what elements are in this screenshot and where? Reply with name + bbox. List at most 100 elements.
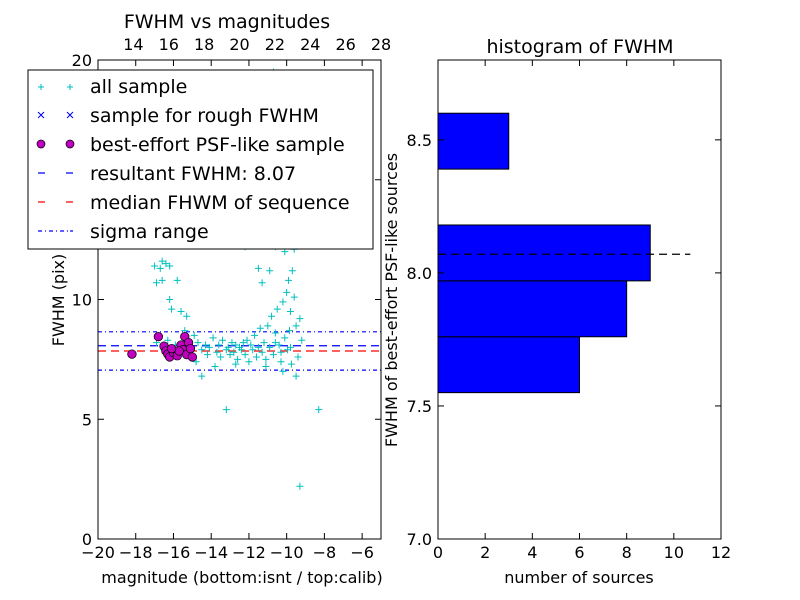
all-sample-point <box>158 257 166 265</box>
all-sample-point <box>162 260 170 268</box>
all-sample-point <box>224 343 232 351</box>
all-sample-point <box>217 353 225 361</box>
all-sample-point <box>166 296 174 303</box>
histogram-bars <box>437 112 651 394</box>
scatter-title: FWHM vs magnitudes <box>124 11 330 33</box>
all-sample-point <box>266 343 274 351</box>
scatter-x-tick-label: −10 <box>270 543 304 562</box>
all-sample-point <box>226 351 234 359</box>
histogram-x-tick-label: 0 <box>433 543 443 562</box>
all-sample-point <box>279 367 287 375</box>
all-sample-point <box>287 360 295 368</box>
scatter-legend: all sample sample for rough FWHM best-ef… <box>27 69 374 250</box>
histogram-x-tick-label: 8 <box>622 543 632 562</box>
histogram-x-tick-label: 6 <box>574 543 584 562</box>
scatter-x-tick-label: −20 <box>81 543 115 562</box>
all-sample-point <box>264 322 272 330</box>
all-sample-point <box>266 267 274 275</box>
all-sample-point <box>296 482 304 490</box>
all-sample-point <box>177 307 185 315</box>
scatter-x-label: magnitude (bottom:isnt / top:calib) <box>101 568 382 587</box>
all-sample-point <box>202 341 210 349</box>
scatter-top-tick-label: 18 <box>194 35 214 54</box>
histogram-y-label: FWHM of best-effort PSF-like sources <box>382 153 401 447</box>
all-sample-point <box>219 336 227 344</box>
scatter-x-tick-label: −12 <box>232 543 266 562</box>
histogram-axes-frame <box>437 59 722 540</box>
all-sample-point <box>164 336 172 344</box>
best-effort-point <box>187 352 197 362</box>
scatter-y-tick-label: 0 <box>82 530 92 549</box>
scatter-top-tick-label: 14 <box>123 35 143 54</box>
all-sample-point <box>232 341 240 349</box>
all-sample-point <box>183 312 191 320</box>
scatter-y-tick-label: 20 <box>72 51 92 70</box>
all-sample-point <box>277 358 285 366</box>
all-sample-point <box>151 262 159 270</box>
all-sample-point <box>190 331 198 339</box>
legend-label-median: median FHWM of sequence <box>90 192 350 214</box>
all-sample-point <box>285 327 293 335</box>
all-sample-point <box>286 307 294 315</box>
all-sample-point <box>277 348 285 356</box>
scatter-x-tick-label: −8 <box>313 543 337 562</box>
all-sample-point <box>315 406 323 414</box>
legend-label-resultant: resultant FWHM: 8.07 <box>90 163 296 185</box>
scatter-top-tick-label: 22 <box>265 35 285 54</box>
scatter-top-tick-label: 20 <box>229 35 249 54</box>
histogram-y-tick-label: 8.0 <box>407 264 432 283</box>
legend-label-sigma: sigma range <box>90 221 209 243</box>
legend-label-all-sample: all sample <box>90 76 187 98</box>
all-sample-point <box>211 363 219 371</box>
scatter-panel: FWHM vs magnitudes −20 −18 −16 −14 −12 −10 −8−… <box>27 11 391 587</box>
all-sample-point <box>288 267 296 275</box>
all-sample-point <box>215 341 223 349</box>
all-sample-point <box>213 348 221 356</box>
all-sample-point <box>271 339 279 347</box>
histogram-panel: histogram of FWHM 0 2 4 6 8 10 127.07.58.08.5 … <box>382 36 731 587</box>
all-sample-point <box>194 339 202 347</box>
all-sample-point <box>166 262 174 270</box>
all-sample-point <box>198 346 206 354</box>
all-sample-point <box>271 329 279 337</box>
legend-marker-all-sample <box>38 84 73 90</box>
all-sample-point <box>205 343 213 351</box>
scatter-top-tick-label: 24 <box>300 35 320 54</box>
best-effort-point <box>127 349 137 359</box>
scatter-x-tick-label: −16 <box>157 543 191 562</box>
all-sample-point <box>275 341 283 349</box>
histogram-bar <box>437 280 628 338</box>
all-sample-point <box>285 276 293 284</box>
all-sample-point <box>273 305 281 313</box>
best-effort-point <box>153 331 164 342</box>
all-sample-point <box>234 355 242 363</box>
all-sample-point <box>158 276 166 284</box>
scatter-x-tick-label: −6 <box>350 543 374 562</box>
all-sample-point <box>232 360 240 368</box>
all-sample-point <box>222 406 230 414</box>
all-sample-point <box>256 324 264 332</box>
all-sample-point <box>298 336 306 344</box>
all-sample-point <box>286 343 294 351</box>
all-sample-point <box>279 298 287 306</box>
all-sample-point <box>239 339 247 347</box>
histogram-bar <box>437 112 510 170</box>
legend-label-rough-sample: sample for rough FWHM <box>90 105 319 127</box>
scatter-x-tick-label: −14 <box>194 543 228 562</box>
scatter-x-tick-label: −18 <box>119 543 153 562</box>
all-sample-point <box>247 341 255 349</box>
histogram-ticks: 0 2 4 6 8 10 12 7.0 7.5 8.0 8.5 <box>407 60 731 562</box>
histogram-y-tick-label: 7.5 <box>407 397 432 416</box>
all-sample-point <box>262 355 270 363</box>
scatter-y-tick-label: 10 <box>72 291 92 310</box>
all-sample-point <box>292 372 300 380</box>
legend-frame <box>27 69 374 250</box>
histogram-x-tick-label: 2 <box>480 543 490 562</box>
histogram-x-tick-label: 4 <box>527 543 537 562</box>
histogram-bar <box>437 336 580 394</box>
all-sample-point <box>252 353 260 361</box>
all-sample-point <box>243 336 251 344</box>
all-sample-point <box>281 334 289 342</box>
best-effort-point <box>185 343 196 354</box>
